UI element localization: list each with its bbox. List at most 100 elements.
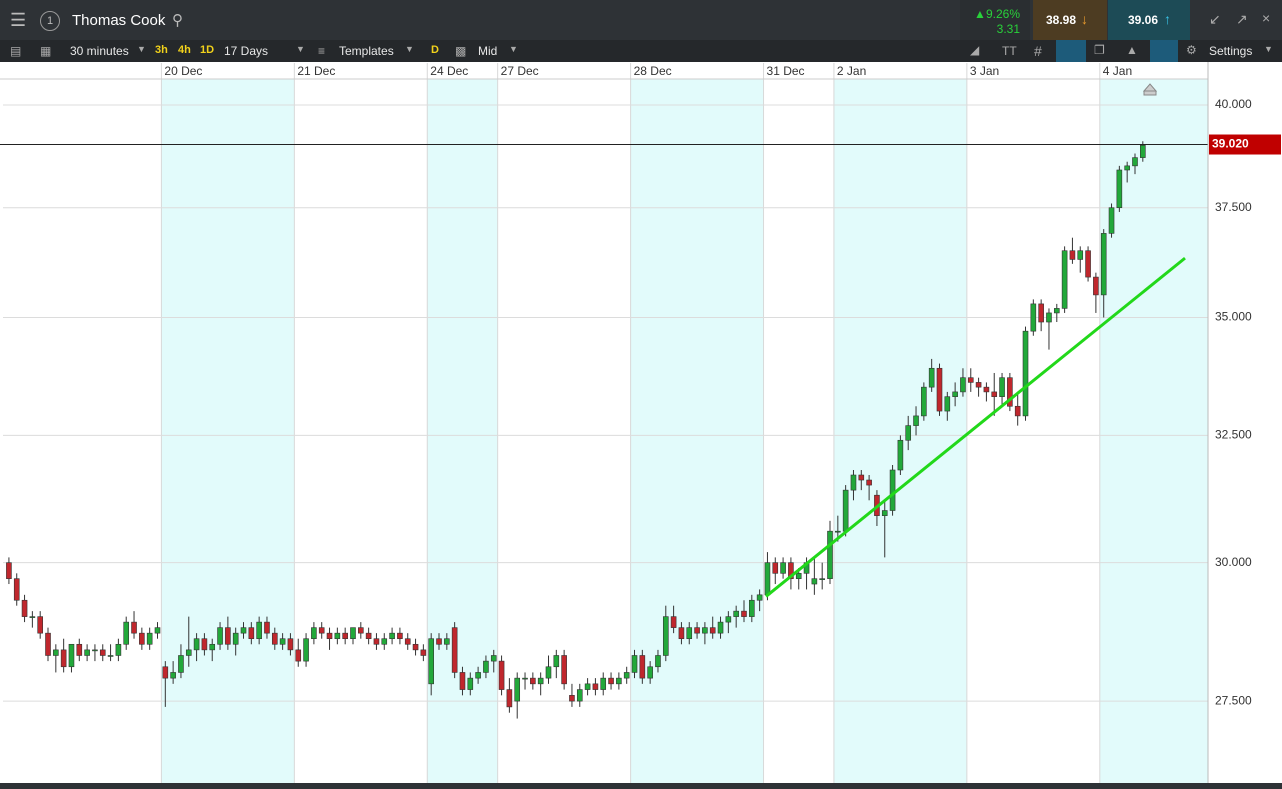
- copy-icon[interactable]: ❐: [1094, 43, 1105, 57]
- candle-body: [498, 660, 505, 690]
- candle-body: [827, 530, 833, 579]
- settings-button[interactable]: Settings: [1209, 44, 1253, 58]
- session-band: [630, 79, 764, 783]
- scroll-marker[interactable]: [1142, 83, 1158, 96]
- candle-body: [795, 573, 802, 579]
- candle-body: [115, 643, 122, 656]
- date-label: 4 Jan: [1103, 64, 1132, 78]
- candle-body: [295, 649, 302, 662]
- dropdown-arrow: ▼: [137, 44, 146, 54]
- candle-body: [279, 638, 286, 645]
- candle-body: [123, 621, 130, 645]
- crosshair-toggle[interactable]: [1056, 40, 1086, 62]
- top-bar: ☰ 1 Thomas Cook ⚲ ▲ 9.26% 3.31 38.98 ↓ 3…: [0, 0, 1282, 40]
- candle-body: [842, 489, 849, 532]
- candle-body: [37, 616, 43, 634]
- candle-body: [889, 469, 896, 511]
- candle-body: [811, 578, 818, 585]
- candle-body: [373, 638, 380, 645]
- y-tick-label: 40.000: [1215, 97, 1252, 111]
- candle-icon[interactable]: ▲: [1126, 43, 1138, 57]
- candle-body: [264, 621, 270, 634]
- candle-body: [412, 643, 419, 651]
- candle-body: [53, 649, 59, 656]
- candle-body: [92, 649, 98, 652]
- candle-body: [749, 599, 755, 617]
- candle-body: [1014, 405, 1021, 417]
- candle-body: [256, 621, 262, 640]
- tag-toggle[interactable]: [1150, 40, 1178, 62]
- info-icon[interactable]: 1: [40, 11, 60, 31]
- candle-body: [1022, 330, 1029, 417]
- candle-body: [1069, 250, 1076, 260]
- quick-interval[interactable]: 4h: [178, 44, 191, 56]
- candle-body: [420, 649, 427, 656]
- d-button[interactable]: D: [431, 44, 439, 56]
- candle-body: [389, 632, 395, 640]
- list-icon[interactable]: ▤: [10, 44, 22, 58]
- candle-body: [835, 530, 841, 533]
- templates-button[interactable]: Templates: [339, 44, 394, 58]
- text-icon[interactable]: TT: [1002, 44, 1017, 58]
- candle-body: [522, 677, 528, 680]
- candle-body: [139, 632, 145, 645]
- candle-body: [576, 689, 583, 702]
- change-box: ▲ 9.26% 3.31: [960, 0, 1030, 40]
- candle-body: [850, 474, 857, 491]
- candle-body: [178, 655, 184, 673]
- candle-body: [545, 666, 552, 679]
- candle-body: [271, 632, 278, 645]
- candle-body: [1046, 312, 1052, 323]
- range-select[interactable]: 17 Days: [224, 44, 269, 58]
- y-tick-label: 37.500: [1215, 200, 1252, 214]
- price-type-icon: ▩: [455, 44, 467, 58]
- buy-box[interactable]: 39.06 ↑: [1108, 0, 1190, 40]
- candle-body: [209, 643, 216, 651]
- interval-select[interactable]: 30 minutes: [70, 44, 129, 58]
- candle-body: [983, 386, 990, 393]
- candle-body: [146, 632, 153, 645]
- candle-body: [733, 610, 739, 617]
- instrument-title[interactable]: Thomas Cook: [72, 12, 166, 29]
- candle-body: [483, 660, 489, 673]
- menu-icon[interactable]: ☰: [10, 10, 27, 30]
- candle-body: [553, 655, 560, 668]
- date-label: 24 Dec: [430, 64, 468, 78]
- candle-body: [13, 578, 20, 601]
- candle-body: [318, 627, 325, 634]
- candle-body: [1053, 308, 1060, 314]
- candle-body: [350, 627, 356, 640]
- quick-interval[interactable]: 1D: [200, 44, 215, 56]
- layout-icon[interactable]: ▦: [40, 44, 52, 58]
- popout-icon[interactable]: ↗: [1236, 11, 1248, 27]
- close-icon[interactable]: ×: [1262, 10, 1271, 26]
- candle-body: [68, 643, 75, 668]
- candle-body: [287, 638, 294, 651]
- candle-body: [490, 655, 497, 662]
- dropdown-arrow: ▼: [509, 44, 518, 54]
- sell-price: 38.98: [1046, 13, 1077, 27]
- date-label: 27 Dec: [501, 64, 539, 78]
- candle-body: [334, 632, 341, 640]
- change-percent: 9.26%: [986, 7, 1021, 21]
- candle-body: [358, 627, 364, 634]
- price-type-select[interactable]: Mid: [478, 44, 498, 58]
- candle-body: [397, 632, 403, 640]
- session-band: [833, 79, 967, 783]
- candle-body: [506, 689, 513, 708]
- buy-price: 39.06: [1128, 13, 1159, 27]
- minimize-icon[interactable]: ↙: [1209, 11, 1221, 27]
- candle-body: [975, 382, 982, 388]
- draw-icon[interactable]: ◢: [970, 43, 980, 57]
- search-icon[interactable]: ⚲: [172, 12, 183, 29]
- sell-box[interactable]: 38.98 ↓: [1033, 0, 1107, 40]
- candle-body: [756, 594, 763, 601]
- quick-interval[interactable]: 3h: [155, 44, 168, 56]
- grid-icon[interactable]: #: [1034, 43, 1042, 59]
- candle-body: [1077, 250, 1084, 260]
- candle-body: [365, 632, 372, 640]
- candle-body: [225, 627, 231, 645]
- date-label: 2 Jan: [837, 64, 866, 78]
- candle-body: [436, 638, 442, 645]
- y-tick-label: 30.000: [1215, 555, 1252, 569]
